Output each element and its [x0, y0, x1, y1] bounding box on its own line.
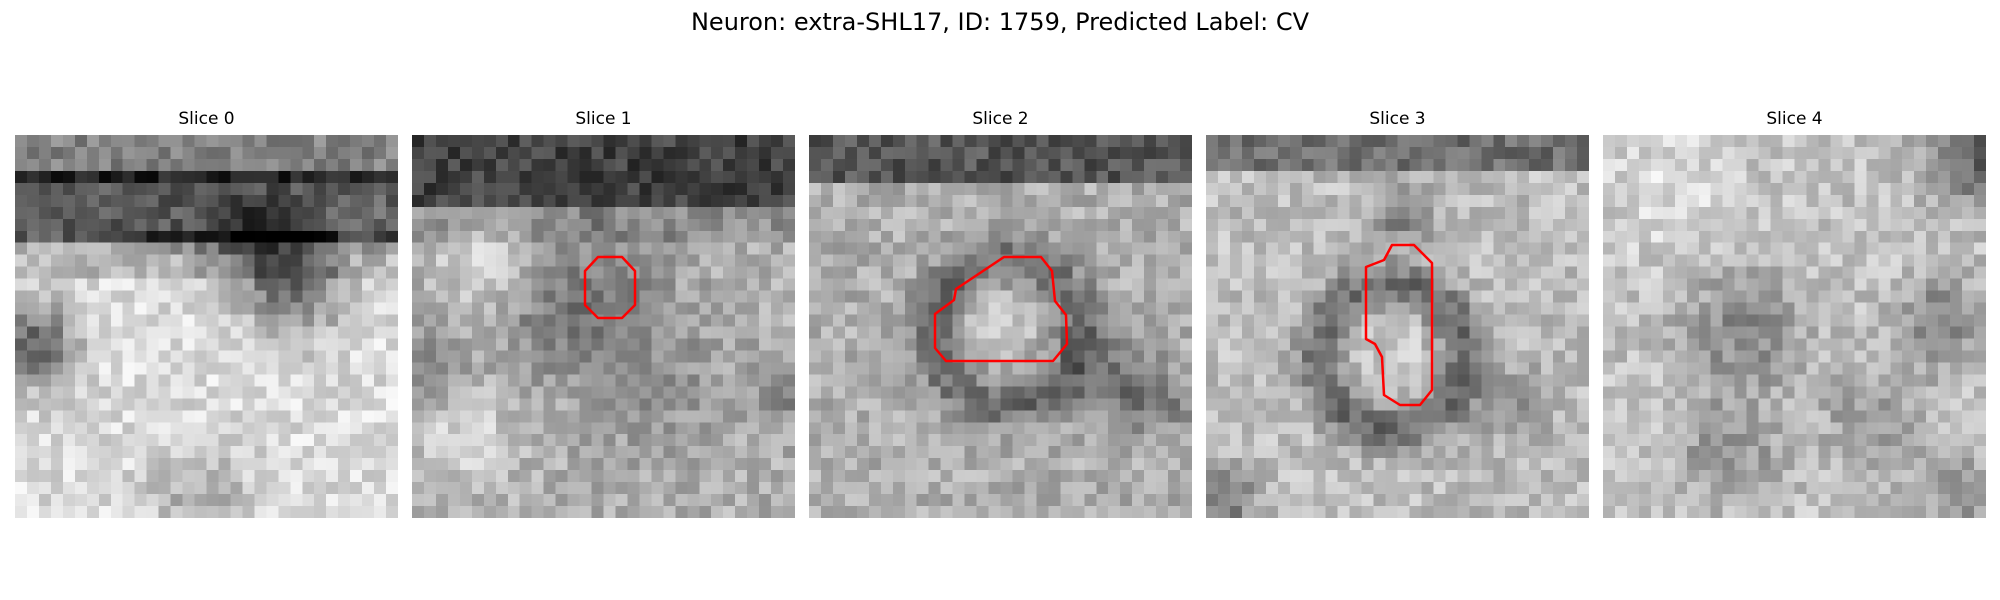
- slice-panel-1: Slice 1: [412, 108, 795, 518]
- slice-image: [1206, 135, 1589, 518]
- slice-title: Slice 3: [1369, 109, 1426, 129]
- figure-title: Neuron: extra-SHL17, ID: 1759, Predicted…: [690, 8, 1310, 36]
- segmentation-contour: [1364, 243, 1434, 407]
- slice-title: Slice 0: [178, 109, 235, 129]
- slice-panel-3: Slice 3: [1206, 108, 1589, 518]
- slice-title: Slice 2: [972, 109, 1029, 129]
- micrograph-image: [15, 135, 398, 518]
- slice-image: [15, 135, 398, 518]
- segmentation-contour: [583, 255, 637, 320]
- segmentation-contour: [933, 255, 1069, 363]
- slice-title: Slice 4: [1766, 109, 1823, 129]
- slice-image: [809, 135, 1192, 518]
- slice-image: [412, 135, 795, 518]
- micrograph-image: [1206, 135, 1589, 518]
- micrograph-image: [412, 135, 795, 518]
- micrograph-image: [809, 135, 1192, 518]
- slice-title: Slice 1: [575, 109, 632, 129]
- slice-image: [1603, 135, 1986, 518]
- slice-panel-2: Slice 2: [809, 108, 1192, 518]
- micrograph-image: [1603, 135, 1986, 518]
- slice-panel-4: Slice 4: [1603, 108, 1986, 518]
- slice-panel-0: Slice 0: [15, 108, 398, 518]
